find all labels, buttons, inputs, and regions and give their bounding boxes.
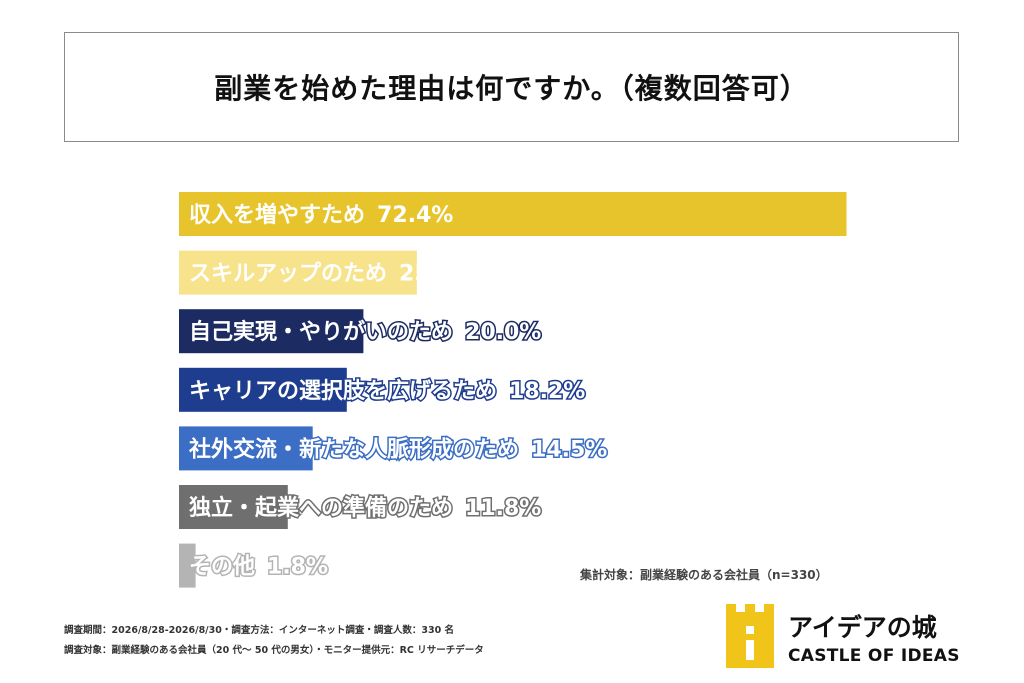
bar-label: その他 1.8% xyxy=(189,555,328,580)
bar-group: 収入を増やすため 72.4% xyxy=(179,192,847,236)
bar-label: 社外交流・新たな人脈形成のため 14.5% xyxy=(189,436,607,462)
value-label: 25.8% xyxy=(399,262,475,287)
bar-group: キャリアの選択肢を広げるため 18.2% xyxy=(179,367,587,412)
bar xyxy=(179,426,313,471)
value-label: 20.0% xyxy=(465,320,541,345)
category-label: 自己実現・やりがいのため xyxy=(189,319,453,345)
category-label: 独立・起業への準備のため xyxy=(189,495,453,521)
title-box: 副業を始めた理由は何ですか。（複数回答可） xyxy=(64,32,959,142)
bar-label: 自己実現・やりがいのため 20.0% xyxy=(189,319,541,345)
category-label: スキルアップのため xyxy=(189,262,387,287)
castle-icon xyxy=(726,604,774,668)
bar xyxy=(179,192,847,236)
category-label: その他 xyxy=(189,555,255,580)
logo: アイデアの城 CASTLE OF IDEAS xyxy=(726,604,966,668)
bar-group: 自己実現・やりがいのため 20.0% xyxy=(179,309,543,354)
survey-period-line: 調査期間：2026/8/28-2026/8/30・調査方法：インターネット調査・… xyxy=(64,625,455,636)
bar-label: キャリアの選択肢を広げるため 18.2% xyxy=(189,378,585,404)
category-label: 収入を増やすため xyxy=(189,202,365,228)
bar-group: 社外交流・新たな人脈形成のため 14.5% xyxy=(179,426,609,471)
bar-label: 収入を増やすため 72.4% xyxy=(189,202,453,228)
value-label: 72.4% xyxy=(377,203,453,228)
value-label: 18.2% xyxy=(509,379,585,404)
bar-group: スキルアップのため 25.8% xyxy=(179,250,475,295)
logo-name-jp: アイデアの城 xyxy=(788,613,937,642)
bar xyxy=(179,367,347,412)
category-label: 社外交流・新たな人脈形成のため xyxy=(189,436,519,462)
chart-title: 副業を始めた理由は何ですか。（複数回答可） xyxy=(214,72,809,105)
bar xyxy=(179,309,364,354)
bar xyxy=(179,250,417,295)
bar-label: 独立・起業への準備のため 11.8% xyxy=(189,495,541,521)
sample-note: 集計対象：副業経験のある会社員（n=330） xyxy=(580,568,828,582)
value-label: 11.8% xyxy=(465,496,541,521)
bar xyxy=(179,485,288,529)
bar-group: 独立・起業への準備のため 11.8% xyxy=(179,485,543,529)
bar-group: その他 1.8% xyxy=(179,543,330,588)
bar xyxy=(179,543,196,588)
survey-target-line: 調査対象：副業経験のある会社員（20 代〜 50 代の男女）・モニター提供元：R… xyxy=(64,645,484,656)
value-label: 14.5% xyxy=(531,437,607,462)
value-label: 1.8% xyxy=(267,555,328,580)
category-label: キャリアの選択肢を広げるため xyxy=(189,378,497,404)
bar-label: スキルアップのため 25.8% xyxy=(189,262,475,287)
logo-name-en: CASTLE OF IDEAS xyxy=(788,646,960,666)
